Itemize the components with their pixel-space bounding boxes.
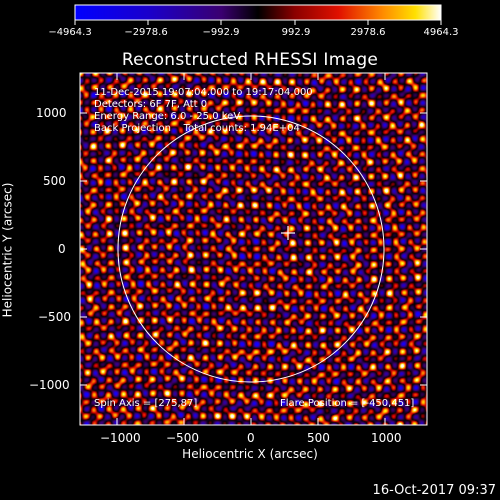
x-axis-ticks [116,73,386,425]
detectors-text: Detectors: 6F 7F, Att 0 [94,99,208,110]
y-axis-ticks [80,112,427,386]
x-tick-label: −500 [166,431,199,445]
y-tick-label: 0 [58,242,66,256]
y-tick-label: 1000 [36,106,67,120]
x-tick-label: 0 [247,431,255,445]
x-tick-label: 1000 [371,431,402,445]
flare-position-text: Flare Position = [-450,451] [280,398,415,409]
energy-range-text: Energy Range: 6.0 - 25.0 keV [94,111,241,122]
y-tick-label: −1000 [29,378,70,392]
time-range-text: 11-Dec-2015 19:07:04.000 to 19:17:04.000 [94,87,313,98]
x-tick-label: −1000 [100,431,141,445]
solar-limb-circle [117,115,385,383]
y-axis-label: Heliocentric Y (arcsec) [0,182,15,318]
colorbar-tick-label: −992.9 [202,27,240,38]
colorbar-gradient [74,4,442,21]
colorbar [74,4,442,25]
x-tick-label: 500 [307,431,330,445]
y-tick-label: 500 [43,174,66,188]
sun-center-marker [281,226,295,240]
x-axis-label: Heliocentric X (arcsec) [182,447,318,461]
colorbar-tick-label: 992.9 [281,27,311,38]
colorbar-tick-label: 4964.3 [423,27,459,38]
y-tick-label: −500 [38,310,71,324]
spin-axis-text: Spin Axis = [275,87] [94,398,198,409]
colorbar-tick-label: 2978.6 [350,27,386,38]
plot-title: Reconstructed RHESSI Image [121,50,379,70]
timestamp: 16-Oct-2017 09:37 [372,483,496,498]
rhessi-image [80,73,427,425]
method-counts-text: Back Projection Total counts: 1.94E+04 [94,123,300,134]
colorbar-tick-label: −4964.3 [48,27,92,38]
colorbar-tick-label: −2978.6 [124,27,168,38]
